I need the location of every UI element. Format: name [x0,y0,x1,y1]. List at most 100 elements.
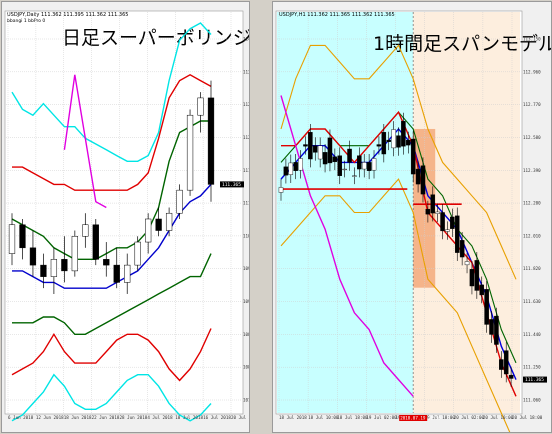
candle-body [415,168,421,185]
grid [277,12,520,413]
chart-title: 1時間足スパンモデル [373,33,551,55]
candle-body [391,129,396,149]
y-tick-label: 113.150 [523,37,541,42]
candle-body [113,264,120,283]
candle-body [29,247,37,266]
candle-body [440,212,445,232]
candle-body [303,144,308,147]
y-tick-label: 108.040 [243,365,249,370]
candle-body [352,175,357,177]
x-tick-label: 22 Jun 2018 [92,415,120,420]
candle-body [342,168,347,171]
chikou-line [63,74,107,209]
y-tick-label: 112.390 [523,168,541,173]
chart-title: 日足スーパーボリンジャー [62,27,249,49]
x-ticks: 6 Jun 2018 12 Jun 2018 18 Jun 2018 22 Jun 2… [8,415,249,420]
hourly-chart[interactable]: USDJPY,H1 111.362 111.365 111.362 111.36… [273,2,551,432]
candle-body [381,132,387,155]
candle-body [347,148,352,163]
x-tick-label: 18 Jul 18:00 [337,415,368,420]
upper2-line [12,73,212,191]
lower3-line [11,373,212,422]
y-tick-label: 110.460 [243,233,249,238]
candle-body [489,319,494,335]
svg-text:111.365: 111.365 [222,182,241,188]
y-tick-label: 109.250 [243,299,249,304]
candle-body [92,224,99,260]
candle-body [337,155,343,176]
y-tick-label: 111.060 [523,398,541,403]
candle-body [317,145,323,160]
candle-body [71,236,78,272]
daily-chart-window[interactable]: USDJPY,Daily 111.362 111.395 111.362 111… [1,1,250,433]
hourly-chart-window[interactable]: USDJPY,H1 111.362 111.365 111.362 111.36… [272,1,552,433]
candle-body [435,211,440,214]
x-tick-label: 12 Jun 2018 [36,415,64,420]
svg-text:2018.07.19 20:00: 2018.07.19 20:00 [400,416,441,421]
candle-body [298,158,303,171]
y-tick-label: 112.010 [523,233,541,238]
y-tick-label: 111.820 [523,266,541,271]
y-tick-label: 113.485 [243,69,249,74]
x-tick-label: 18 Jul 10:00 [308,415,339,420]
outer-upper-line [280,44,517,280]
candle-body [293,162,298,171]
y-tick-label: 112.200 [523,201,541,206]
candle-body [508,374,514,379]
symbol-label: USDJPY,H1 111.362 111.365 111.362 111.36… [279,12,395,18]
candle-body [145,218,152,243]
candle-body [445,229,450,232]
candles [8,80,215,294]
candle-body [396,135,401,148]
y-ticks: 113.150 112.960 112.770 112.580 112.390 112.2… [523,37,541,403]
candle-body [401,120,406,147]
y-tick-label: 111.440 [523,332,541,337]
candle-body [479,284,484,296]
candle-body [474,260,480,291]
candle-body [207,97,215,185]
x-tick-label: 18 Jul 2018 [279,415,307,420]
candle-body [186,114,194,191]
x-tick-label: 19 Jul 18:00 [425,415,456,420]
candle-body [19,224,26,249]
y-ticks: 114.090 113.485 112.880 112.275 111.670 111.0… [243,37,249,403]
x-tick-label: 16 Jul 2018 [203,415,231,420]
candle-body [40,264,47,277]
mid-line [12,183,212,289]
candle-body [420,165,426,195]
candle-body [327,137,333,164]
indicator-label: bbangi 1 bbPro 0 [7,18,45,24]
y-tick-label: 109.855 [243,266,249,271]
x-tick-label: 20 Jul 2018 [231,415,249,420]
x-highlight: 2018.07.19 20:00 [399,415,441,421]
candle-body [322,152,328,165]
candle-body [464,261,470,266]
candle-body [288,162,294,175]
grid [6,12,241,413]
y-tick-label: 112.880 [243,102,249,107]
candle-body [308,132,313,160]
x-tick-label: 6 Jun 2018 [8,415,34,420]
candle-body [386,139,391,142]
candles [278,112,514,387]
candle-body [376,144,382,147]
price-tag: 111.365 [523,376,547,383]
upper1-line [11,120,211,260]
x-tick-label: 19 Jul 02:00 [366,415,397,420]
y-tick-label: 112.580 [523,135,541,140]
candle-body [459,240,465,258]
candle-body [484,289,489,325]
svg-text:111.365: 111.365 [525,377,544,383]
candle-body [361,162,367,170]
daily-chart[interactable]: USDJPY,Daily 111.362 111.395 111.362 111… [2,2,249,432]
x-tick-label: 4 Jul 2018 [147,415,173,420]
price-tag: 111.365 [220,181,244,188]
candle-body [499,359,504,370]
candle-body [503,350,509,375]
candle-body [371,158,377,171]
candle-body [134,241,141,266]
y-tick-label: 112.770 [523,102,541,107]
candle-body [176,189,183,214]
candle-body [332,156,338,163]
candle-body [410,138,416,175]
